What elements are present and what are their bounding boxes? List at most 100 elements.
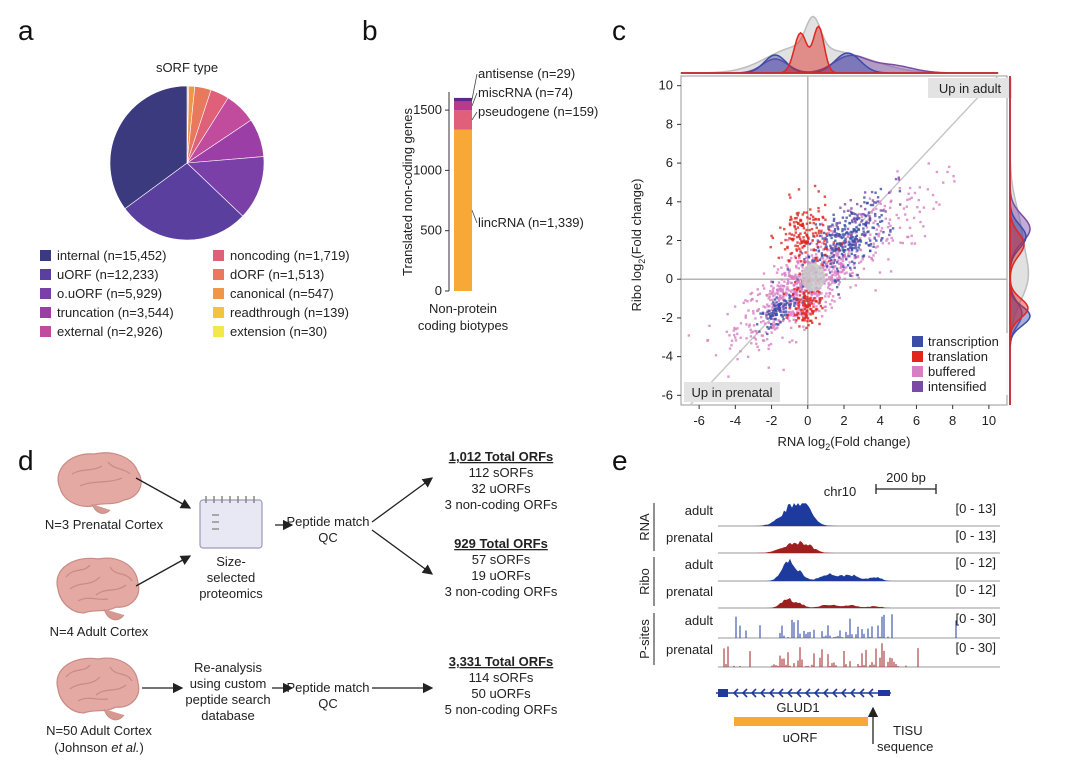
point-translation xyxy=(795,313,799,317)
legend-swatch-canonical xyxy=(213,288,224,299)
point-translation xyxy=(791,237,794,241)
point-buffered xyxy=(829,303,832,306)
point-translation xyxy=(803,244,806,247)
point-translation xyxy=(802,240,805,243)
point-intensified xyxy=(842,210,846,213)
point-translation xyxy=(803,313,806,316)
point-buffered xyxy=(834,222,838,225)
point-buffered xyxy=(847,233,850,237)
point-translation xyxy=(810,227,814,231)
point-buffered xyxy=(888,206,892,209)
point-buffered xyxy=(874,251,877,254)
point-buffered xyxy=(890,236,893,240)
point-buffered xyxy=(916,205,919,209)
point-buffered xyxy=(739,336,742,340)
point-buffered xyxy=(765,316,768,319)
point-buffered xyxy=(908,186,912,190)
point-buffered xyxy=(847,250,851,253)
point-buffered xyxy=(902,207,906,210)
scatter-y-tick-label: 2 xyxy=(666,233,673,248)
point-translation xyxy=(818,240,821,244)
point-translation xyxy=(812,221,815,225)
point-buffered xyxy=(831,225,835,228)
track-signal xyxy=(718,597,1000,608)
point-transcription xyxy=(851,220,854,224)
pie-slice-o-uorf xyxy=(186,156,265,217)
point-buffered xyxy=(769,280,773,283)
point-buffered xyxy=(810,292,813,296)
point-translation xyxy=(790,251,794,255)
point-buffered xyxy=(761,284,765,287)
point-translation xyxy=(796,244,799,248)
point-buffered xyxy=(792,311,796,315)
point-buffered xyxy=(780,278,783,281)
point-buffered xyxy=(770,331,773,334)
uorf-label: uORF xyxy=(783,730,818,745)
point-transcription xyxy=(828,271,832,274)
point-buffered xyxy=(728,334,731,337)
point-translation xyxy=(798,325,801,328)
point-transcription xyxy=(842,235,845,238)
point-buffered xyxy=(770,302,774,306)
point-translation xyxy=(808,228,811,232)
point-transcription xyxy=(850,249,854,252)
point-buffered xyxy=(799,282,802,285)
point-transcription xyxy=(774,304,777,308)
point-translation xyxy=(779,226,782,229)
point-buffered xyxy=(794,292,797,296)
point-transcription xyxy=(834,248,838,251)
point-translation xyxy=(789,196,792,199)
point-buffered xyxy=(798,260,802,263)
point-translation xyxy=(803,319,806,322)
point-buffered xyxy=(926,188,930,191)
point-buffered xyxy=(765,293,768,297)
point-transcription xyxy=(821,237,824,240)
point-buffered xyxy=(798,312,801,315)
point-transcription xyxy=(863,214,866,217)
scatter-x-tick-label: 8 xyxy=(949,413,956,428)
point-buffered xyxy=(886,237,889,241)
point-transcription xyxy=(767,312,771,316)
point-buffered xyxy=(851,274,854,278)
point-transcription xyxy=(875,239,878,242)
point-buffered xyxy=(896,170,899,173)
point-buffered xyxy=(734,336,737,339)
point-translation xyxy=(805,309,809,312)
point-transcription xyxy=(879,187,883,191)
point-transcription xyxy=(779,310,782,314)
point-buffered xyxy=(910,196,913,200)
point-buffered xyxy=(793,255,797,258)
point-buffered xyxy=(828,291,831,295)
point-buffered xyxy=(746,355,750,358)
point-translation xyxy=(803,291,806,295)
point-translation xyxy=(784,238,787,242)
results3-line-3: 5 non-coding ORFs xyxy=(445,702,558,717)
legend-label-transcription: transcription xyxy=(928,334,999,349)
legend-label-canonical: canonical (n=547) xyxy=(230,286,334,301)
point-buffered xyxy=(898,186,902,190)
point-translation xyxy=(802,227,806,230)
point-buffered xyxy=(868,197,872,200)
point-transcription xyxy=(825,265,829,268)
point-intensified xyxy=(843,203,847,206)
reanalysis-label-1: Re-analysis xyxy=(194,660,262,675)
point-transcription xyxy=(780,313,783,317)
point-transcription xyxy=(837,246,841,250)
track-label-prenatal: prenatal xyxy=(666,584,713,599)
point-buffered xyxy=(770,291,774,295)
point-buffered xyxy=(736,332,739,336)
legend-swatch-translation xyxy=(912,351,923,362)
point-translation xyxy=(807,237,810,240)
legend-label-intensified: intensified xyxy=(928,379,987,394)
point-buffered xyxy=(854,284,858,287)
uorf-bar xyxy=(734,717,868,726)
point-buffered xyxy=(786,278,790,281)
point-translation xyxy=(783,227,786,231)
point-buffered xyxy=(942,181,945,184)
point-buffered xyxy=(770,292,774,296)
point-transcription xyxy=(832,213,835,217)
point-transcription xyxy=(765,314,768,317)
point-buffered xyxy=(879,229,883,233)
point-transcription xyxy=(858,223,862,227)
